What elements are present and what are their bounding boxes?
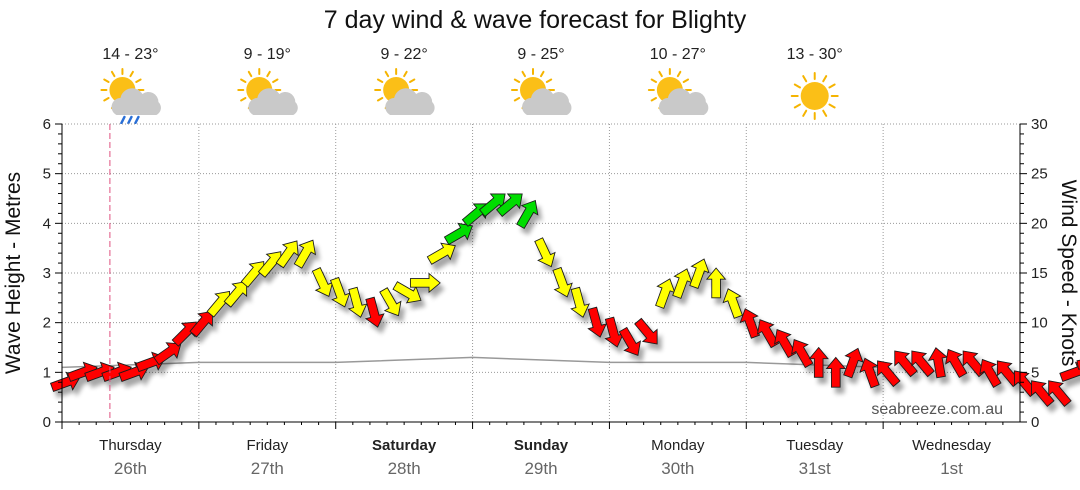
wind-arrow <box>496 193 523 218</box>
wind-arrow <box>962 350 987 378</box>
wind-arrow <box>329 276 351 308</box>
wind-arrow <box>689 258 710 290</box>
plot-area <box>49 123 1080 422</box>
day-name-label: Friday <box>246 437 288 454</box>
wind-arrow <box>894 350 918 378</box>
wind-arrow <box>275 240 299 269</box>
day-date-label: 29th <box>524 459 557 478</box>
y-tick-label: 1 <box>43 364 51 381</box>
temperature-range: 9 - 25° <box>517 46 564 63</box>
temperature-range: 10 - 27° <box>650 46 706 63</box>
wave-height-series <box>61 356 884 369</box>
wind-arrow <box>1059 361 1080 383</box>
wind-arrow <box>516 199 539 230</box>
wind-arrow <box>1048 380 1072 407</box>
day-name-label: Wednesday <box>912 437 991 454</box>
wind-arrow <box>293 239 316 269</box>
temperature-range: 14 - 23° <box>102 46 158 63</box>
wind-arrow <box>1031 380 1055 407</box>
wind-arrow <box>379 287 402 317</box>
wind-arrow <box>774 329 797 359</box>
day-date-label: 31st <box>799 459 831 478</box>
wind-arrow <box>587 306 608 338</box>
temperature-range: 9 - 19° <box>244 46 291 63</box>
wave-height-line <box>61 356 884 369</box>
y-tick-label: 3 <box>43 265 51 282</box>
y2-tick-label: 20 <box>1031 215 1048 232</box>
y2-tick-label: 15 <box>1031 265 1048 282</box>
sun-cloud-icon <box>374 68 435 115</box>
day-name-label: Thursday <box>99 437 162 454</box>
y-tick-label: 2 <box>43 315 51 332</box>
sun-cloud-icon <box>647 68 709 115</box>
wind-arrow <box>347 286 368 318</box>
wind-arrow <box>443 222 473 246</box>
wind-arrow <box>756 319 780 349</box>
chart-title: 7 day wind & wave forecast for Blighty <box>324 6 747 34</box>
temperature-range: 13 - 30° <box>787 46 843 63</box>
y2-tick-label: 5 <box>1031 364 1039 381</box>
day-date-label: 1st <box>940 459 963 478</box>
wind-arrow <box>808 346 829 378</box>
y-tick-label: 6 <box>43 116 51 133</box>
day-name-label: Sunday <box>514 437 569 454</box>
wind-arrow <box>979 358 1002 388</box>
wind-arrow <box>153 342 182 366</box>
wind-arrow <box>877 360 901 388</box>
y-tick-label: 5 <box>43 166 51 183</box>
day-name-label: Saturday <box>372 437 437 454</box>
wind-arrow <box>825 356 847 388</box>
y2-tick-label: 10 <box>1031 315 1048 332</box>
sun-cloud-icon <box>511 68 572 115</box>
y2-tick-label: 0 <box>1031 414 1039 431</box>
wind-arrow <box>426 242 456 265</box>
y2-tick-label: 30 <box>1031 116 1048 133</box>
axes: 0 1 2 3 4 5 6 0 5 10 15 20 25 30 Thursday 26th Friday 27t… <box>43 116 1048 478</box>
y-tick-label: 4 <box>43 215 51 232</box>
y-tick-label: 0 <box>43 414 51 431</box>
wind-arrow <box>911 350 935 378</box>
temperature-range: 9 - 22° <box>380 46 427 63</box>
sun-cloud-icon <box>237 68 298 115</box>
wind-arrow <box>223 280 248 308</box>
day-date-label: 28th <box>388 459 421 478</box>
wind-arrow <box>409 272 441 294</box>
wind-arrow <box>534 237 556 268</box>
grid-lines <box>62 123 1020 422</box>
wind-arrow <box>739 308 761 339</box>
y-axis-label: Wave Height - Metres <box>2 172 25 374</box>
wind-arrow <box>364 296 385 328</box>
credit-text: seabreeze.com.au <box>871 401 1003 418</box>
y2-axis-label: Wind Speed - Knots <box>1057 180 1080 367</box>
wind-arrow <box>552 266 573 298</box>
wind-arrow <box>705 267 727 299</box>
wind-arrow <box>570 286 590 318</box>
wind-arrow <box>843 347 864 379</box>
day-date-label: 26th <box>114 459 147 478</box>
day-name-label: Monday <box>651 437 705 454</box>
wind-arrow <box>927 347 949 379</box>
wind-arrow <box>634 317 658 345</box>
wind-series <box>49 193 1080 407</box>
wind-arrow <box>618 326 641 356</box>
sun-cloud-rain-icon <box>100 68 161 125</box>
daily-weather-row: 14 - 23° 9 - 19° 9 - 22° 9 - 25° 10 - 27° 13 … <box>100 46 843 125</box>
wind-arrow <box>791 339 814 369</box>
wind-arrow <box>189 310 213 338</box>
y2-tick-label: 25 <box>1031 166 1048 183</box>
wind-arrow <box>859 357 880 389</box>
wind-arrow <box>171 321 197 347</box>
wind-arrow <box>945 348 968 379</box>
day-date-label: 30th <box>661 459 694 478</box>
day-name-label: Tuesday <box>786 437 843 454</box>
sun-icon <box>790 72 839 120</box>
wind-arrow <box>1076 351 1080 372</box>
wind-arrow <box>722 288 743 319</box>
day-date-label: 27th <box>251 459 284 478</box>
